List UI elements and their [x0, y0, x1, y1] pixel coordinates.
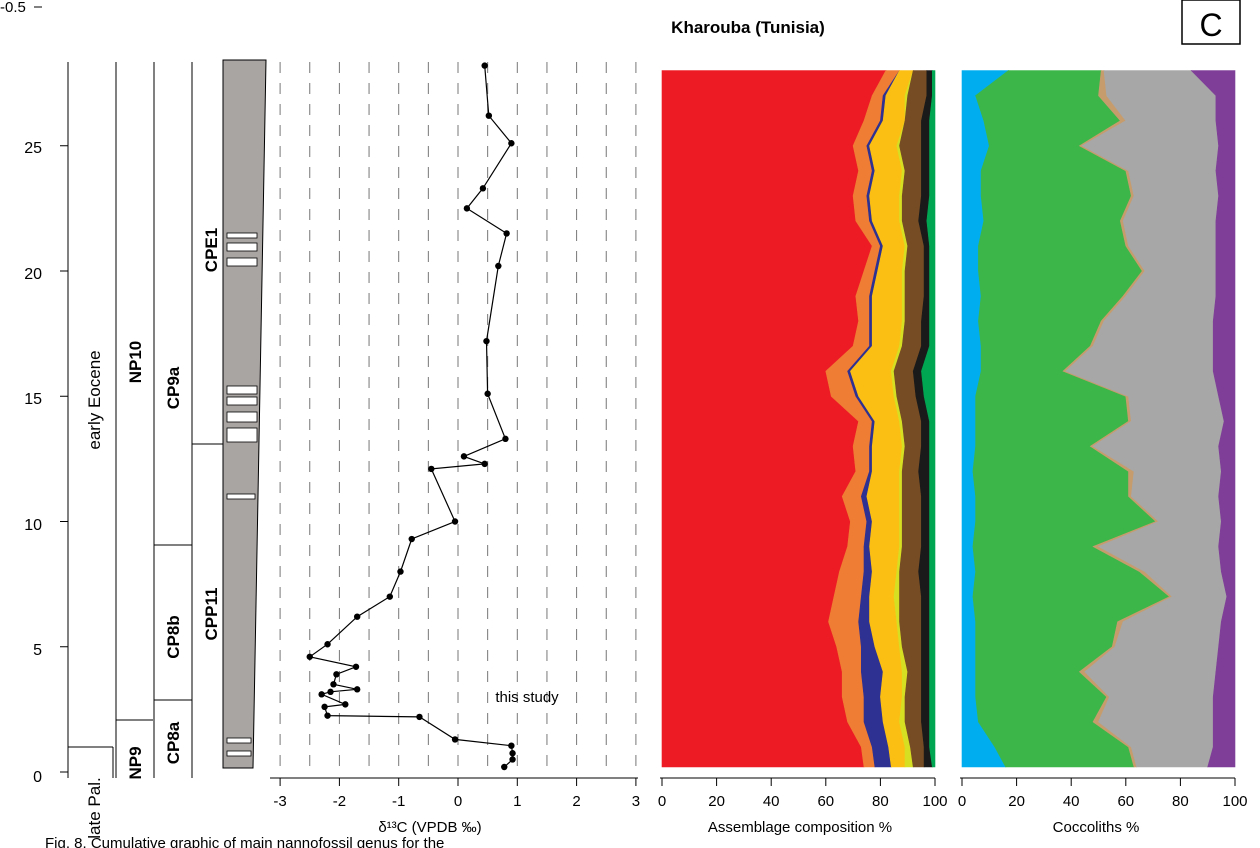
d13c-point: [485, 112, 493, 119]
d13c-point: [352, 663, 360, 670]
assemblage-x-tick-label: 40: [763, 793, 780, 810]
stage-late-paleocene: late Pal.: [85, 777, 104, 838]
d13c-point: [324, 712, 331, 719]
d13c-point: [330, 681, 337, 688]
d13c-point: [501, 763, 508, 771]
assemblage-x-tick-label: 60: [817, 793, 834, 810]
d13c-point: [321, 703, 328, 711]
d13c-point: [508, 742, 515, 749]
d13c-point: [503, 230, 510, 237]
y-tick-15: 15: [24, 391, 42, 408]
y-tick-5: 5: [33, 642, 42, 659]
panel-letter: C: [1199, 7, 1222, 43]
d13c-point: [481, 62, 488, 69]
zone-cpe1: CPE1: [202, 228, 221, 272]
d13c-x-tick-label: -1: [392, 793, 405, 810]
coccoliths-panel: 0 20 40 60 80 100 Coccoliths %: [958, 70, 1248, 836]
d13c-point: [495, 262, 502, 270]
lithology-column: [222, 59, 267, 769]
d13c-point: [342, 701, 349, 708]
coccoliths-x-tick-label: 0: [958, 793, 966, 810]
delta13c-panel: -3 -2 -1 0 1 2 3 this study δ¹³C (VPDB ‰): [270, 62, 640, 836]
coccoliths-x-tick-label: 100: [1222, 793, 1247, 810]
zone-np9: NP9: [126, 746, 145, 779]
assemblage-x-tick-label: 0: [658, 793, 666, 810]
assemblage-x-tick-label: 80: [872, 793, 889, 810]
d13c-point: [408, 535, 415, 543]
d13c-point: [479, 185, 487, 192]
d13c-point: [451, 518, 459, 525]
chart-title: Kharouba (Tunisia): [671, 18, 825, 37]
y-tick-25: 25: [24, 140, 42, 157]
cpe-zone-column: CPE1 CPP11: [191, 62, 225, 778]
d13c-grid: [279, 62, 637, 768]
d13c-point: [509, 756, 516, 763]
assemblage-x-tick-label: 100: [922, 793, 947, 810]
d13c-point: [508, 140, 515, 147]
coccoliths-x-tick-label: 60: [1117, 793, 1134, 810]
d13c-point: [502, 435, 509, 443]
d13c-x-tick-label: -2: [333, 793, 346, 810]
d13c-point: [428, 465, 435, 473]
zone-cp8b: CP8b: [164, 615, 183, 658]
coccoliths-x-label: Coccoliths %: [1053, 819, 1140, 836]
assemblage-panel: 0 20 40 60 80 100 Assemblage composition %: [658, 70, 948, 836]
d13c-point: [484, 390, 491, 397]
zone-np10: NP10: [126, 341, 145, 384]
d13c-point: [386, 593, 394, 600]
d13c-x-tick-label: 0: [454, 793, 462, 810]
d13c-point: [397, 568, 404, 575]
zone-cpp11: CPP11: [202, 588, 221, 641]
zone-cp9a: CP9a: [164, 366, 183, 409]
d13c-point: [333, 671, 340, 678]
cp-zone-column: CP9a CP8b CP8a: [153, 62, 192, 778]
assemblage-x-tick-label: 20: [708, 793, 725, 810]
d13c-x-label: δ¹³C (VPDB ‰): [378, 819, 481, 836]
d13c-point: [451, 736, 459, 743]
coccoliths-x-tick-label: 20: [1008, 793, 1025, 810]
coccoliths-x-tick-label: 80: [1172, 793, 1189, 810]
d13c-x-tick-label: 3: [632, 793, 640, 810]
y-tick-0: 0: [33, 769, 42, 786]
d13c-point: [463, 205, 471, 212]
d13c-x-tick-label: 1: [513, 793, 521, 810]
assemblage-x-label: Assemblage composition %: [708, 819, 892, 836]
d13c-point: [416, 713, 423, 721]
d13c-point: [509, 750, 516, 757]
d13c-point: [481, 460, 488, 468]
d13c-point: [327, 688, 334, 696]
np-zone-column: NP10 NP9: [115, 62, 153, 780]
d13c-point: [353, 613, 361, 620]
stage-early-eocene: early Eocene: [85, 350, 104, 449]
d13c-x-tick-label: 2: [572, 793, 580, 810]
coccoliths-x-tick-label: 40: [1063, 793, 1080, 810]
d13c-point: [460, 453, 468, 460]
d13c-point: [306, 653, 313, 660]
stray-tick-label: -0.5: [0, 0, 26, 16]
d13c-point: [483, 337, 490, 345]
figure-caption: Fig. 8. Cumulative graphic of main nanno…: [45, 835, 444, 848]
depth-axis: 0 5 10 15 20 25: [24, 62, 69, 786]
d13c-x-tick-label: -3: [273, 793, 286, 810]
y-tick-10: 10: [24, 517, 42, 534]
d13c-series-line: [308, 65, 514, 768]
d13c-point: [353, 686, 361, 693]
panel-letter-box: [1181, 0, 1241, 45]
this-study-annotation: this study: [495, 689, 559, 706]
zone-cp8a: CP8a: [164, 721, 183, 764]
d13c-point: [318, 691, 325, 698]
coccoliths-area-5: [1190, 70, 1236, 768]
y-tick-20: 20: [24, 266, 42, 283]
assemblage-area-8: [921, 70, 936, 768]
d13c-point: [324, 641, 331, 648]
stage-column: early Eocene late Pal.: [68, 350, 114, 839]
